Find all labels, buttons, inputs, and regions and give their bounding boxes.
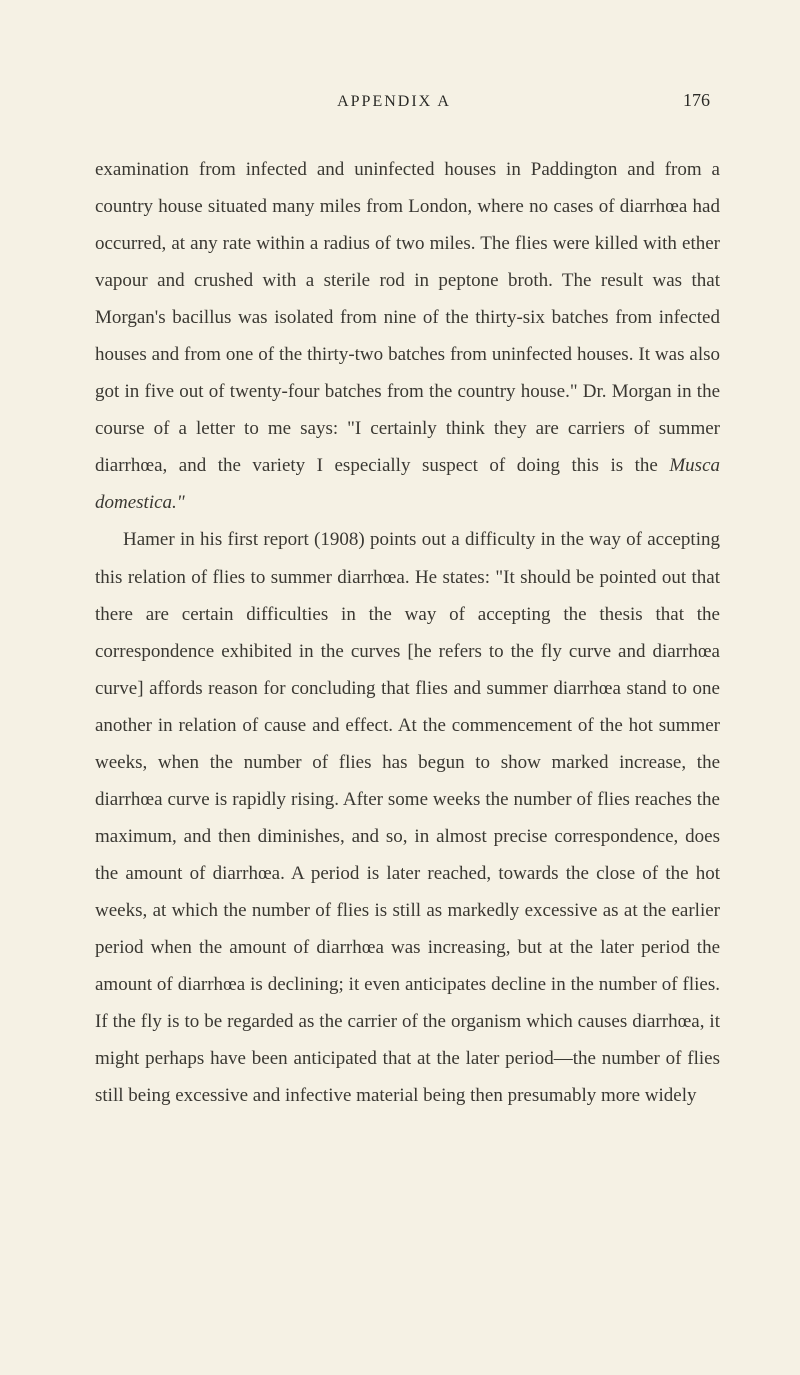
document-page: APPENDIX A 176 examination from infected… bbox=[0, 0, 800, 1174]
appendix-title: APPENDIX A bbox=[105, 93, 683, 111]
paragraph-2: Hamer in his first report (1908) points … bbox=[95, 521, 720, 1114]
page-number: 176 bbox=[683, 90, 710, 111]
paragraph-1-text: examination from infected and uninfected… bbox=[95, 159, 720, 476]
body-content: examination from infected and uninfected… bbox=[95, 151, 720, 1114]
page-header: APPENDIX A 176 bbox=[95, 90, 720, 111]
paragraph-1: examination from infected and uninfected… bbox=[95, 151, 720, 521]
